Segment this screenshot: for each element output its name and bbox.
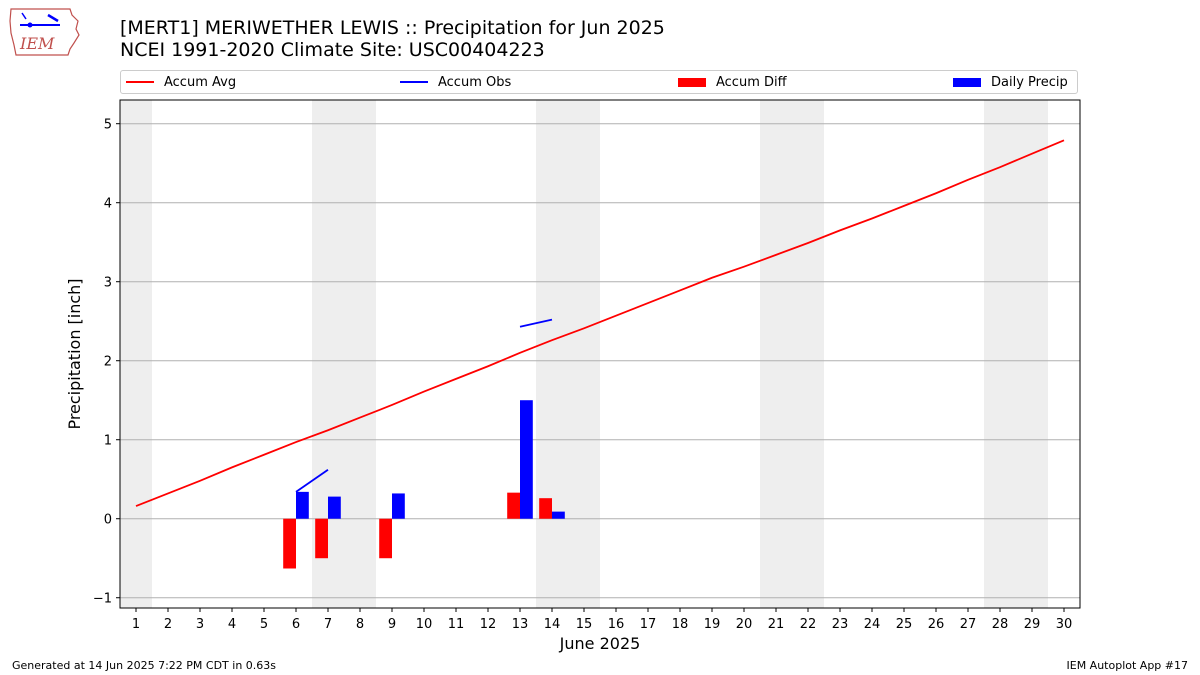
x-tick-label: 18 xyxy=(672,617,689,632)
legend-item-daily-precip: Daily Precip xyxy=(953,71,1068,93)
weekend-band xyxy=(760,100,824,608)
y-tick-label: −1 xyxy=(93,592,112,607)
accum-avg-line xyxy=(135,139,1065,507)
x-tick-label: 9 xyxy=(388,617,396,632)
x-tick-label: 27 xyxy=(960,617,977,632)
chart-title: [MERT1] MERIWETHER LEWIS :: Precipitatio… xyxy=(120,17,665,39)
accum-diff-bar xyxy=(539,498,552,519)
accum-diff-bar xyxy=(315,518,328,559)
x-tick-label: 11 xyxy=(448,617,465,632)
x-tick-label: 14 xyxy=(544,617,561,632)
legend-label: Accum Obs xyxy=(438,74,512,90)
weekend-band xyxy=(536,100,600,608)
weekend-band xyxy=(984,100,1048,608)
legend-label: Daily Precip xyxy=(991,74,1068,90)
accum-diff-bar xyxy=(283,518,296,569)
chart-legend: Accum Avg Accum Obs Accum Diff Daily Pre… xyxy=(120,70,1078,94)
chart-subtitle: NCEI 1991-2020 Climate Site: USC00404223 xyxy=(120,39,545,61)
x-tick-label: 17 xyxy=(640,617,657,632)
x-tick-label: 20 xyxy=(736,617,753,632)
accum-obs-line xyxy=(519,318,553,328)
legend-swatch xyxy=(126,81,154,83)
x-tick-label: 25 xyxy=(896,617,913,632)
x-tick-label: 5 xyxy=(260,617,268,632)
accum-diff-bar xyxy=(507,492,520,519)
plot-frame xyxy=(119,99,1081,609)
legend-item-accum-obs: Accum Obs xyxy=(400,71,511,93)
x-tick-label: 22 xyxy=(800,617,817,632)
x-tick-label: 12 xyxy=(480,617,497,632)
footer-app-label: IEM Autoplot App #17 xyxy=(1066,659,1189,672)
legend-item-accum-diff: Accum Diff xyxy=(678,71,787,93)
x-tick-label: 4 xyxy=(228,617,236,632)
x-tick-label: 28 xyxy=(992,617,1009,632)
x-tick-label: 15 xyxy=(576,617,593,632)
y-tick-label: 2 xyxy=(104,355,112,370)
iowa-state-outline-icon xyxy=(9,8,80,56)
y-tick-label: 4 xyxy=(104,197,112,212)
daily-precip-bar xyxy=(392,493,405,519)
x-tick-label: 19 xyxy=(704,617,721,632)
x-tick-label: 8 xyxy=(356,617,364,632)
y-tick-label: 0 xyxy=(104,513,112,528)
x-tick-label: 2 xyxy=(164,617,172,632)
x-tick-label: 3 xyxy=(196,617,204,632)
x-tick-label: 7 xyxy=(324,617,332,632)
legend-label: Accum Diff xyxy=(716,74,787,90)
x-axis-label: June 2025 xyxy=(559,634,641,653)
x-tick-label: 26 xyxy=(928,617,945,632)
legend-swatch xyxy=(400,81,428,83)
x-tick-label: 1 xyxy=(132,617,140,632)
daily-precip-bar xyxy=(520,400,533,519)
accum-obs-line xyxy=(295,469,329,493)
x-tick-label: 24 xyxy=(864,617,881,632)
x-tick-label: 13 xyxy=(512,617,529,632)
daily-precip-bar xyxy=(296,491,309,519)
logo-text: IEM xyxy=(19,34,55,53)
daily-precip-bar xyxy=(552,511,565,519)
iem-logo: IEM xyxy=(9,8,80,56)
x-tick-label: 21 xyxy=(768,617,785,632)
x-tick-label: 6 xyxy=(292,617,300,632)
x-tick-label: 29 xyxy=(1024,617,1041,632)
x-tick-label: 10 xyxy=(416,617,433,632)
x-tick-label: 23 xyxy=(832,617,849,632)
footer-generated-text: Generated at 14 Jun 2025 7:22 PM CDT in … xyxy=(12,659,277,672)
x-tick-label: 16 xyxy=(608,617,625,632)
y-axis-label: Precipitation [inch] xyxy=(65,278,84,429)
legend-swatch xyxy=(678,77,706,87)
daily-precip-bar xyxy=(328,496,341,519)
y-tick-label: 1 xyxy=(104,434,112,449)
y-tick-label: 5 xyxy=(104,118,112,133)
legend-swatch xyxy=(953,77,981,87)
x-tick-label: 30 xyxy=(1056,617,1073,632)
y-tick-label: 3 xyxy=(104,276,112,291)
legend-label: Accum Avg xyxy=(164,74,237,90)
weekend-band xyxy=(120,100,152,608)
accum-diff-bar xyxy=(379,518,392,559)
legend-item-accum-avg: Accum Avg xyxy=(126,71,236,93)
